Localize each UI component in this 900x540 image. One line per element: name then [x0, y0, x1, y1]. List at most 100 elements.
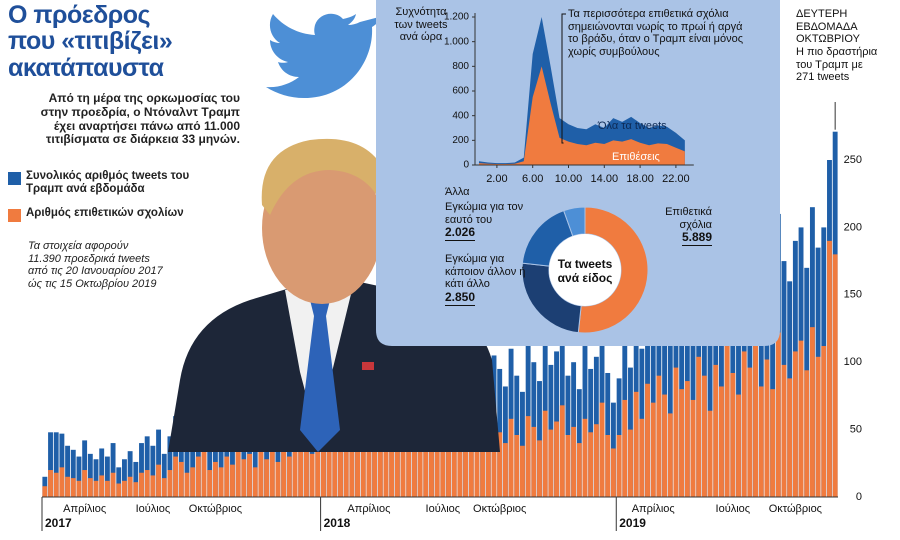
bar: [224, 456, 230, 497]
slice-value: 5.889: [681, 230, 712, 247]
bar: [832, 254, 838, 497]
bar: [332, 429, 338, 497]
bar: [70, 449, 76, 497]
bar: [827, 240, 832, 497]
inset-annotation: Τα περισσότερα επιθετικά σχόλια σημειώνο…: [568, 8, 778, 59]
y-tick-label: 0: [856, 491, 862, 503]
donut-center-label: Τα tweets ανά είδος: [549, 257, 621, 286]
year-label: 2017: [45, 516, 72, 530]
bar: [571, 426, 577, 497]
annotation-line: του Τραμπ με: [796, 58, 863, 71]
bar: [139, 443, 144, 497]
bar: [150, 475, 156, 497]
x-tick-label: 18.00: [626, 173, 654, 185]
slice-value: 2.026: [445, 225, 476, 242]
bar: [184, 472, 190, 497]
twitter-bird: [266, 13, 383, 99]
bar: [207, 470, 213, 497]
legend-swatch: [8, 172, 21, 185]
label-line: ανά είδος: [557, 270, 613, 285]
face: [262, 152, 382, 304]
bar: [593, 424, 599, 497]
donut-label: Εγκώμια για τον εαυτό του 2.026: [445, 201, 525, 242]
bar: [525, 416, 531, 497]
y-tick-label: 0: [463, 160, 469, 171]
bar: [366, 440, 372, 497]
bar: [531, 426, 537, 497]
bar: [411, 432, 417, 497]
bar: [65, 476, 71, 497]
annotation-line: 271 tweets: [796, 71, 850, 84]
bar: [468, 429, 474, 497]
title-line: Ο πρόεδρος: [8, 1, 151, 29]
annotation-line: το βράδυ, όταν ο Τραμπ είναι μόνος: [568, 33, 744, 46]
y-tick-label: 800: [452, 61, 469, 72]
bar: [93, 480, 99, 497]
annotation-line: Τα περισσότερα επιθετικά σχόλια: [568, 8, 729, 20]
bar: [537, 381, 542, 497]
x-tick-label: Οκτώβριος: [473, 503, 526, 515]
label-line: Τα tweets: [557, 257, 613, 271]
bar: [377, 429, 383, 497]
title-line: ακατάπαυστα: [8, 53, 164, 82]
bar: [269, 451, 275, 497]
bar: [645, 383, 650, 497]
bar: [343, 443, 349, 497]
bar: [781, 364, 787, 497]
inset-y-label: Συχνότητα των tweets ανά ώρα: [386, 6, 456, 44]
bar: [463, 440, 469, 497]
slice-name: Εγκώμια για τον εαυτό του: [445, 201, 524, 226]
bar: [195, 456, 201, 497]
y-tick-label: 150: [844, 289, 862, 301]
bar: [76, 480, 82, 497]
bar: [667, 413, 673, 497]
bar: [144, 470, 150, 497]
year-label: 2018: [324, 516, 351, 530]
bar: [178, 422, 184, 497]
bar: [542, 410, 548, 497]
bar: [53, 432, 59, 497]
bar: [127, 476, 133, 497]
bar: [133, 461, 139, 497]
bar: [736, 394, 741, 497]
bar: [747, 367, 753, 497]
bar: [787, 378, 793, 497]
y-tick-label: 1.200: [444, 12, 469, 23]
bar: [429, 418, 434, 497]
y-tick-label: 200: [452, 135, 469, 146]
label-line: ανά ώρα: [399, 31, 443, 44]
bar: [554, 421, 559, 497]
bar: [474, 437, 480, 497]
bar: [326, 448, 332, 497]
bar: [161, 478, 167, 497]
year-label: 2019: [619, 516, 646, 530]
bar: [59, 467, 65, 497]
bar: [440, 426, 446, 497]
bar: [218, 467, 224, 497]
bar: [133, 482, 139, 497]
bar: [514, 434, 520, 497]
legend-item: Αριθμός επιθετικών σχολίων: [8, 207, 208, 223]
bar: [349, 426, 355, 497]
bar: [264, 416, 270, 497]
bar: [804, 370, 810, 497]
bar: [212, 422, 218, 497]
y-tick-label: 1.000: [444, 36, 469, 47]
title: Ο πρόεδρος που «τιτιβίζει» ακατάπαυστα: [8, 1, 173, 82]
bar: [662, 394, 668, 497]
bar: [70, 478, 76, 497]
bar: [156, 429, 161, 497]
bar: [548, 429, 554, 497]
bar: [389, 424, 395, 497]
bar: [406, 443, 412, 497]
bar: [178, 461, 184, 497]
bar: [394, 434, 400, 497]
bar: [758, 386, 764, 497]
bar: [252, 467, 258, 497]
bar: [434, 432, 440, 497]
bar: [457, 408, 463, 497]
x-tick-label: Ιούλιος: [426, 503, 461, 515]
x-tick-label: 14.00: [591, 173, 619, 185]
bar: [184, 443, 190, 497]
